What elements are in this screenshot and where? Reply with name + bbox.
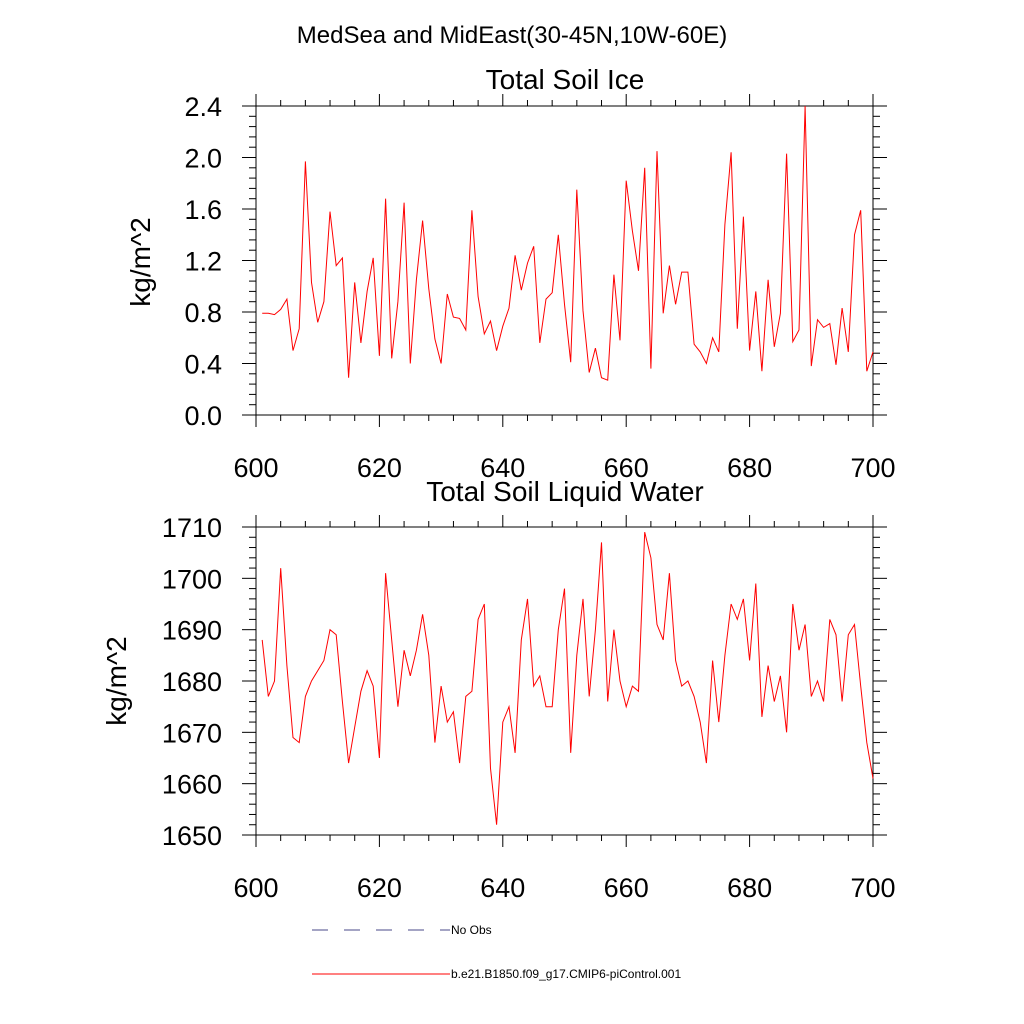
y-axis-label-soil-ice: kg/m^2 [125, 217, 156, 306]
y-tick-label: 2.0 [184, 144, 222, 174]
y-tick-label: 0.8 [184, 298, 222, 328]
panel-title-soil-liquid-water: Total Soil Liquid Water [426, 476, 704, 507]
legend-label-no-obs: No Obs [451, 923, 492, 937]
x-tick-label: 700 [850, 873, 895, 903]
x-tick-label: 640 [480, 873, 525, 903]
y-tick-label: 0.4 [184, 350, 222, 380]
y-tick-label: 0.0 [184, 401, 222, 431]
axis-ticks-soil-liquid-water [242, 515, 887, 847]
x-tick-label: 660 [604, 873, 649, 903]
panel-title-soil-ice: Total Soil Ice [486, 64, 645, 95]
plot-frame-soil-liquid-water [255, 526, 874, 836]
series-group-soil-liquid-water [261, 531, 874, 825]
chart-panel-soil-ice: Total Soil Ice kg/m^2 600 620 640 660 680 700… [125, 64, 896, 483]
y-axis-label-soil-liquid-water: kg/m^2 [101, 636, 132, 725]
x-tick-label: 620 [357, 873, 402, 903]
y-tick-label: 1.2 [184, 247, 222, 277]
series-group-soil-ice [262, 105, 874, 381]
tick-labels-soil-liquid-water: 600 620 640 660 680 700 1650 1660 1670 1680 1690 17… [162, 513, 896, 903]
x-tick-label: 700 [850, 453, 895, 483]
y-tick-label: 1670 [162, 718, 222, 748]
y-tick-label: 1700 [162, 564, 222, 594]
y-tick-label: 1650 [162, 821, 222, 851]
y-tick-label: 1690 [162, 616, 222, 646]
y-tick-label: 1.6 [184, 195, 222, 225]
x-tick-label: 620 [357, 453, 402, 483]
legend: No Obs b.e21.B1850.f09_g17.CMIP6-piContr… [312, 923, 681, 981]
axis-ticks-soil-ice [242, 94, 887, 427]
x-tick-label: 680 [727, 873, 772, 903]
legend-label-picontrol: b.e21.B1850.f09_g17.CMIP6-piControl.001 [451, 967, 681, 981]
y-tick-label: 1710 [162, 513, 222, 543]
tick-labels-soil-ice: 600 620 640 660 680 700 0.0 0.4 0.8 1.2 1.6 2.0 2.4 [184, 92, 895, 483]
series-line-soil-liquid-water [261, 531, 874, 825]
chart-panel-soil-liquid-water: Total Soil Liquid Water kg/m^2 600 620 640… [101, 476, 896, 903]
x-tick-label: 680 [727, 453, 772, 483]
y-tick-label: 2.4 [184, 92, 222, 122]
x-tick-label: 600 [233, 453, 278, 483]
x-tick-label: 600 [233, 873, 278, 903]
y-tick-label: 1660 [162, 770, 222, 800]
x-tick-label: 640 [480, 453, 525, 483]
y-tick-label: 1680 [162, 667, 222, 697]
x-tick-label: 660 [604, 453, 649, 483]
figure-title: MedSea and MidEast(30-45N,10W-60E) [297, 22, 727, 49]
series-line-soil-ice [262, 105, 874, 381]
